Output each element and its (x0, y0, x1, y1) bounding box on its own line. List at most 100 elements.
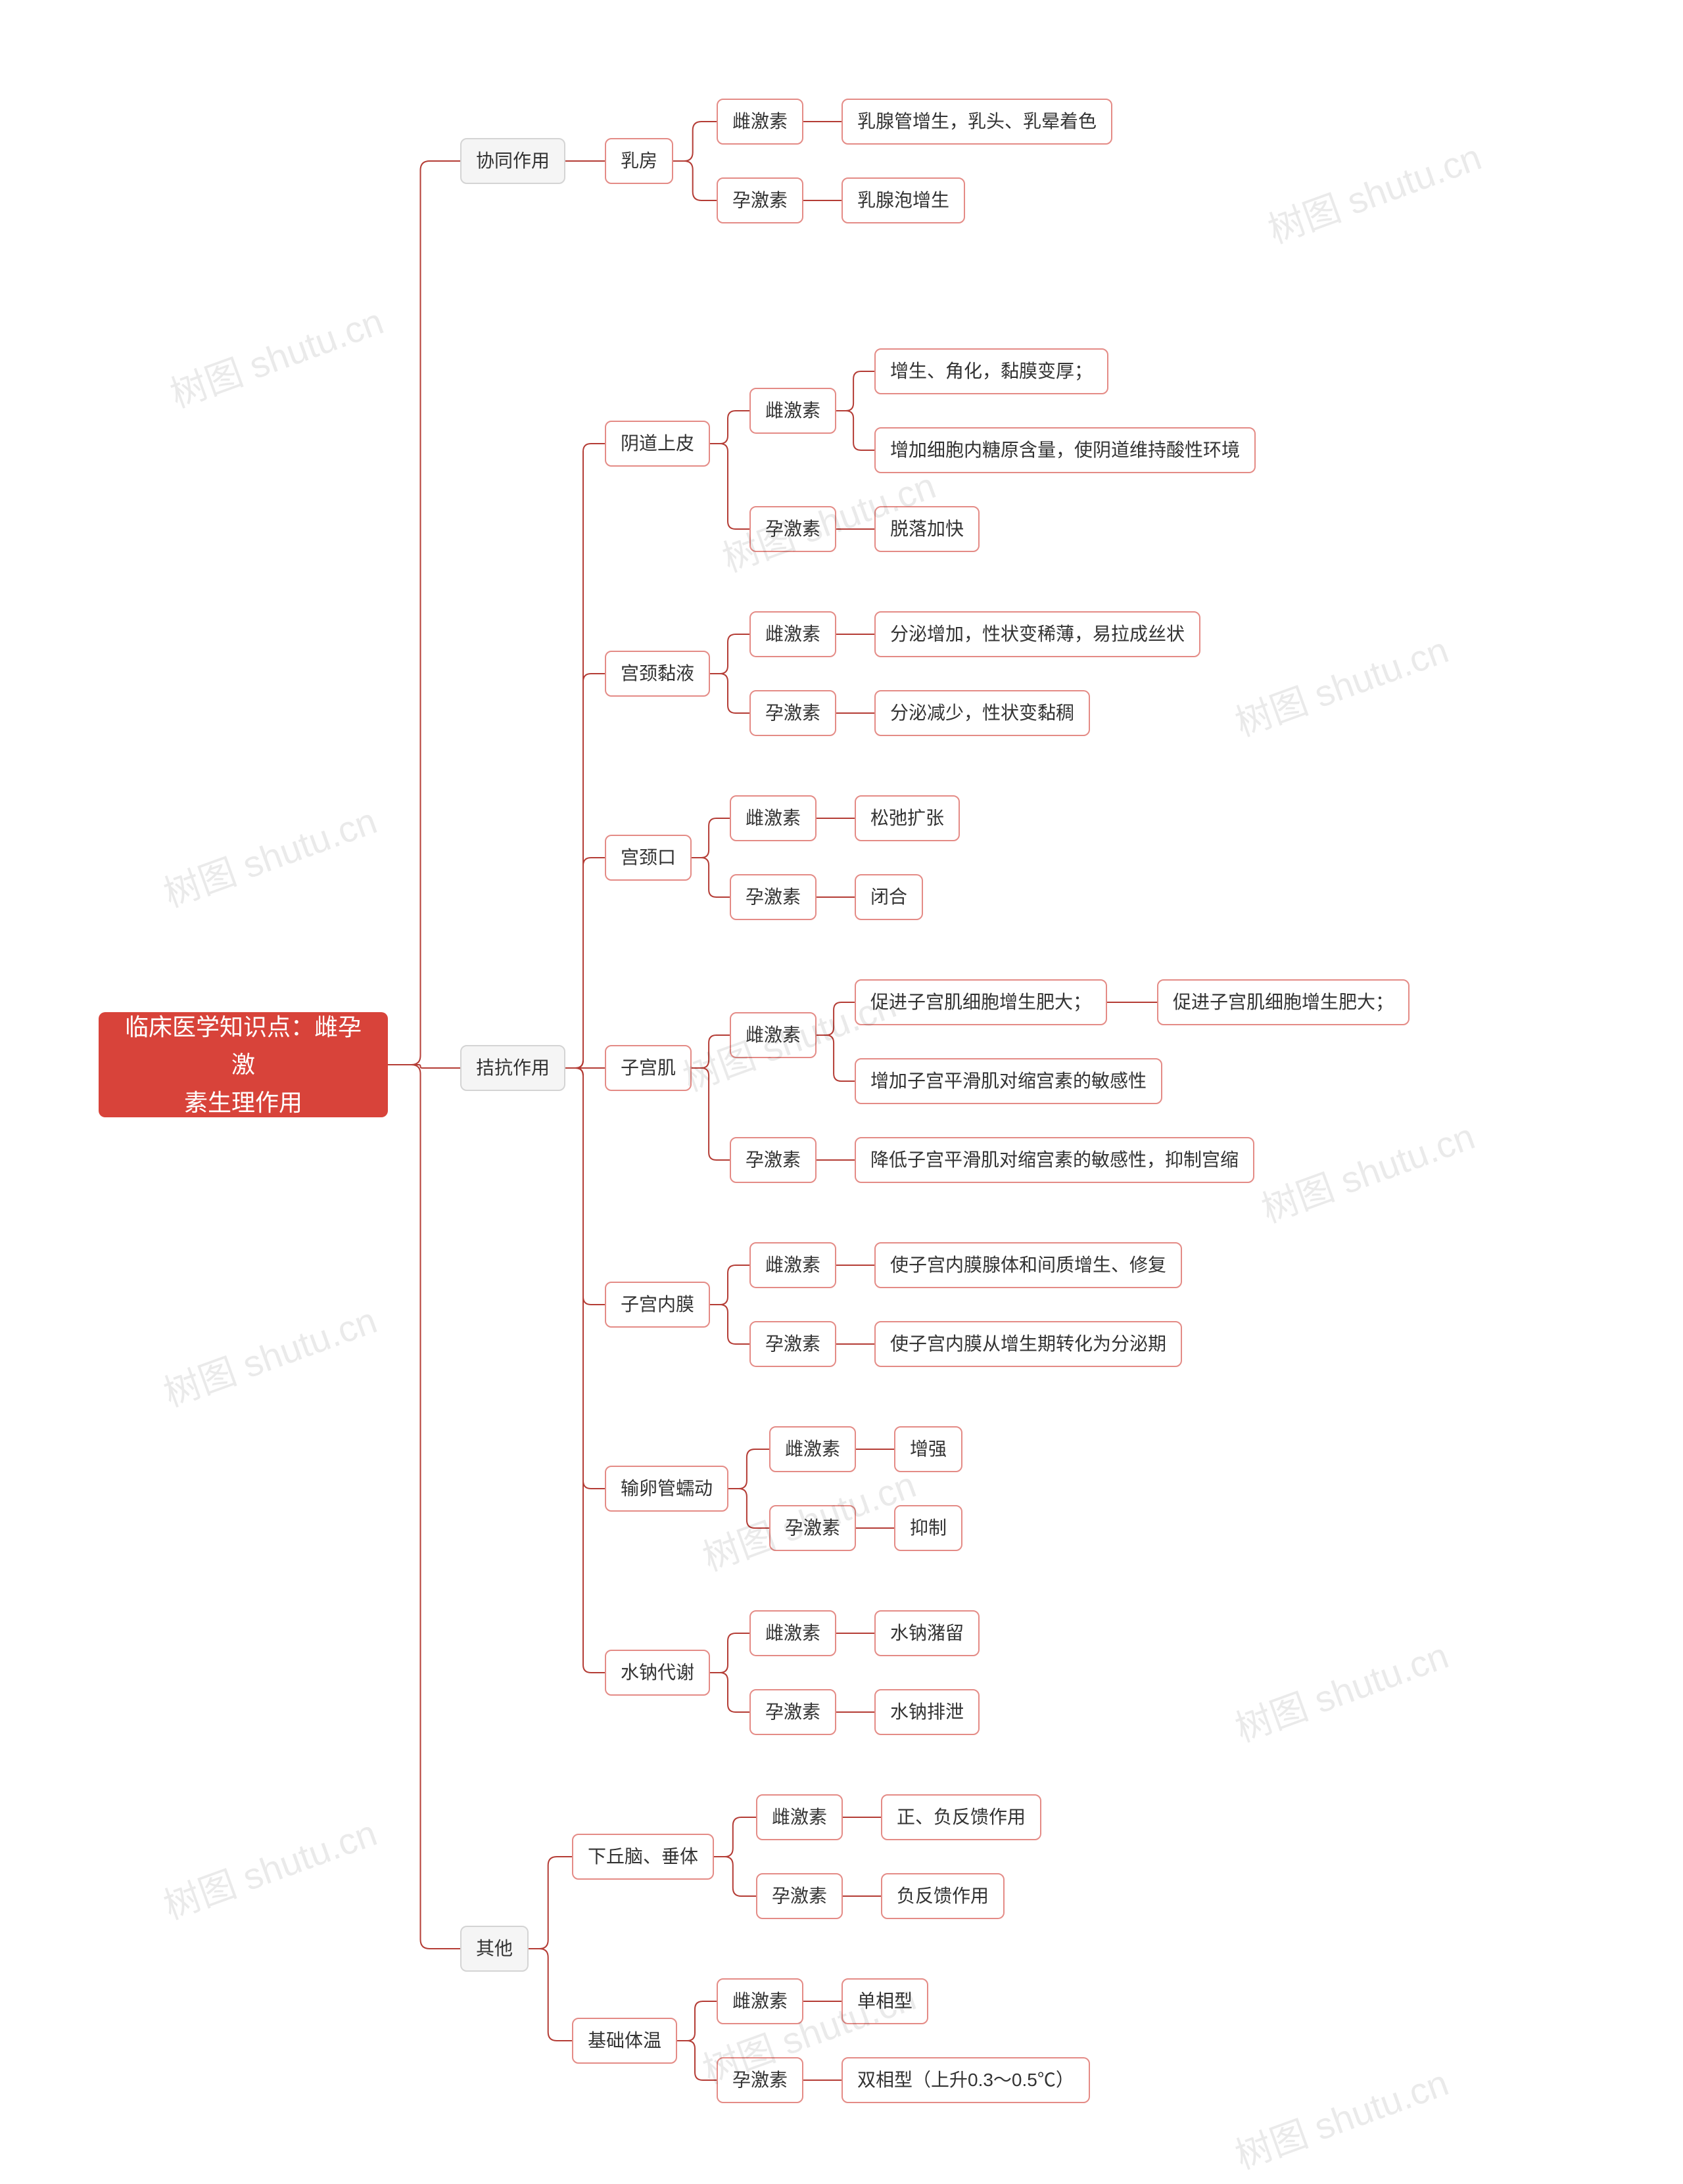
node-b7p1[interactable]: 水钠排泄 (874, 1689, 980, 1735)
node-b3[interactable]: 宫颈口 (605, 835, 692, 881)
edge-b4e-b4e1 (817, 1002, 855, 1035)
node-c1p1[interactable]: 负反馈作用 (881, 1873, 1005, 1919)
node-a1p1[interactable]: 乳腺泡增生 (842, 177, 965, 223)
node-b6[interactable]: 输卵管蠕动 (605, 1466, 728, 1512)
edge-c1-c1p (714, 1857, 756, 1896)
edge-c2-c2e (677, 2001, 717, 2041)
edge-b3-b3e (692, 818, 730, 858)
node-b3p[interactable]: 孕激素 (730, 874, 817, 920)
node-c1e1[interactable]: 正、负反馈作用 (881, 1794, 1041, 1840)
node-c1[interactable]: 下丘脑、垂体 (572, 1834, 714, 1880)
node-b6e[interactable]: 雌激素 (769, 1426, 856, 1472)
node-a1[interactable]: 乳房 (605, 138, 673, 184)
edge-b7-b7p (710, 1673, 749, 1712)
node-b7e[interactable]: 雌激素 (749, 1610, 836, 1656)
node-b5e[interactable]: 雌激素 (749, 1242, 836, 1288)
node-b5p[interactable]: 孕激素 (749, 1321, 836, 1367)
node-b2p[interactable]: 孕激素 (749, 690, 836, 736)
edge-b4-b4e (692, 1035, 730, 1068)
node-b4e2[interactable]: 增加子宫平滑肌对缩宫素的敏感性 (855, 1058, 1162, 1104)
node-b1e2[interactable]: 增加细胞内糖原含量，使阴道维持酸性环境 (874, 427, 1256, 473)
node-b2e[interactable]: 雌激素 (749, 611, 836, 657)
edge-b1e-b1e2 (836, 411, 874, 450)
node-b5e1[interactable]: 使子宫内膜腺体和间质增生、修复 (874, 1242, 1182, 1288)
node-c1p[interactable]: 孕激素 (756, 1873, 843, 1919)
edge-b4-b4p (692, 1068, 730, 1160)
edge-b-b7 (565, 1068, 605, 1673)
node-b1p[interactable]: 孕激素 (749, 506, 836, 552)
node-c1e[interactable]: 雌激素 (756, 1794, 843, 1840)
node-c2e1[interactable]: 单相型 (842, 1978, 928, 2024)
node-b[interactable]: 拮抗作用 (460, 1045, 565, 1091)
edge-a1-a1e (673, 122, 717, 161)
node-b7[interactable]: 水钠代谢 (605, 1650, 710, 1696)
node-b4p[interactable]: 孕激素 (730, 1137, 817, 1183)
edge-a1-a1p (673, 161, 717, 200)
edge-b-b1 (565, 444, 605, 1068)
node-b4e[interactable]: 雌激素 (730, 1012, 817, 1058)
edge-b3-b3p (692, 858, 730, 897)
edge-b1-b1p (710, 444, 749, 529)
node-c2p1[interactable]: 双相型（上升0.3～0.5℃） (842, 2057, 1090, 2103)
edge-b2-b2p (710, 674, 749, 713)
node-c[interactable]: 其他 (460, 1926, 529, 1972)
node-c2e[interactable]: 雌激素 (717, 1978, 803, 2024)
watermark: 树图 shutu.cn (1260, 128, 1488, 254)
node-root[interactable]: 临床医学知识点：雌孕激素生理作用 (99, 1012, 388, 1117)
node-b4e1x[interactable]: 促进子宫肌细胞增生肥大； (1157, 979, 1410, 1025)
node-b3e[interactable]: 雌激素 (730, 795, 817, 841)
edge-b2-b2e (710, 634, 749, 674)
node-b3e1[interactable]: 松弛扩张 (855, 795, 960, 841)
watermark: 树图 shutu.cn (1227, 620, 1455, 747)
edge-b6-b6e (728, 1449, 769, 1489)
node-a1p[interactable]: 孕激素 (717, 177, 803, 223)
edge-b1e-b1e1 (836, 371, 874, 411)
node-b7e1[interactable]: 水钠潴留 (874, 1610, 980, 1656)
node-a[interactable]: 协同作用 (460, 138, 565, 184)
node-b5p1[interactable]: 使子宫内膜从增生期转化为分泌期 (874, 1321, 1182, 1367)
node-b4[interactable]: 子宫肌 (605, 1045, 692, 1091)
node-b4e1[interactable]: 促进子宫肌细胞增生肥大； (855, 979, 1107, 1025)
node-b6e1[interactable]: 增强 (894, 1426, 962, 1472)
edge-c-c1 (529, 1857, 572, 1949)
node-b7p[interactable]: 孕激素 (749, 1689, 836, 1735)
edge-root-c (388, 1065, 460, 1949)
node-c2p[interactable]: 孕激素 (717, 2057, 803, 2103)
edge-b4e-b4e2 (817, 1035, 855, 1081)
node-b1[interactable]: 阴道上皮 (605, 421, 710, 467)
edge-b-b6 (565, 1068, 605, 1489)
watermark: 树图 shutu.cn (155, 1803, 383, 1930)
node-b6p1[interactable]: 抑制 (894, 1505, 962, 1551)
edge-root-a (388, 161, 460, 1065)
node-b2p1[interactable]: 分泌减少，性状变黏稠 (874, 690, 1090, 736)
edge-c2-c2p (677, 2041, 717, 2080)
node-b3p1[interactable]: 闭合 (855, 874, 923, 920)
node-b4p1[interactable]: 降低子宫平滑肌对缩宫素的敏感性，抑制宫缩 (855, 1137, 1254, 1183)
node-b2e1[interactable]: 分泌增加，性状变稀薄，易拉成丝状 (874, 611, 1200, 657)
node-a1e1[interactable]: 乳腺管增生，乳头、乳晕着色 (842, 99, 1112, 145)
node-b1e[interactable]: 雌激素 (749, 388, 836, 434)
edge-b-b3 (565, 858, 605, 1068)
edge-root-b (388, 1065, 460, 1068)
watermark: 树图 shutu.cn (1227, 2053, 1455, 2179)
watermark: 树图 shutu.cn (162, 292, 390, 418)
watermark: 树图 shutu.cn (155, 1291, 383, 1417)
node-a1e[interactable]: 雌激素 (717, 99, 803, 145)
edge-b7-b7e (710, 1633, 749, 1673)
node-b2[interactable]: 宫颈黏液 (605, 651, 710, 697)
edge-c1-c1e (714, 1817, 756, 1857)
edge-b5-b5e (710, 1265, 749, 1305)
node-b5[interactable]: 子宫内膜 (605, 1282, 710, 1328)
node-b1p1[interactable]: 脱落加快 (874, 506, 980, 552)
edge-c-c2 (529, 1949, 572, 2041)
node-c2[interactable]: 基础体温 (572, 2018, 677, 2064)
watermark: 树图 shutu.cn (155, 791, 383, 918)
edge-b6-b6p (728, 1489, 769, 1528)
node-b6p[interactable]: 孕激素 (769, 1505, 856, 1551)
edge-b5-b5p (710, 1305, 749, 1344)
node-b1e1[interactable]: 增生、角化，黏膜变厚； (874, 348, 1108, 394)
mindmap-canvas: 临床医学知识点：雌孕激素生理作用协同作用乳房雌激素乳腺管增生，乳头、乳晕着色孕激… (0, 0, 1683, 2184)
watermark: 树图 shutu.cn (1253, 1107, 1481, 1233)
watermark: 树图 shutu.cn (1227, 1626, 1455, 1752)
edge-b1-b1e (710, 411, 749, 444)
